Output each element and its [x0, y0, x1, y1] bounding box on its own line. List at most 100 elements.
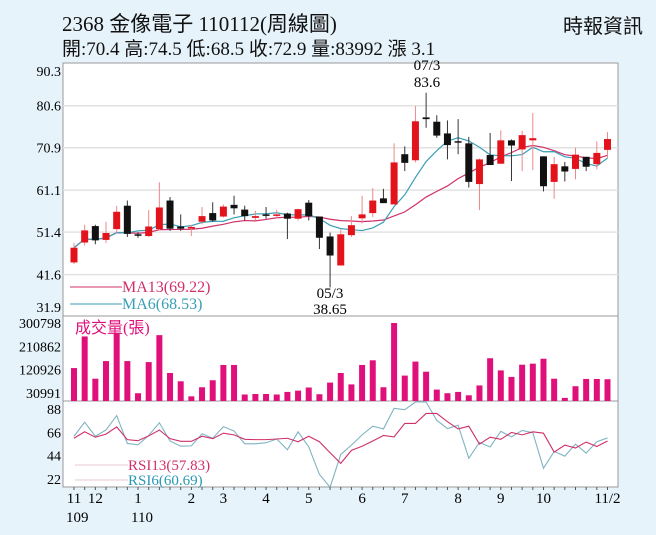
candle-up [187, 226, 195, 229]
rsi-legend-label: RSI6(60.69) [128, 473, 203, 489]
annotation-date: 07/3 [414, 58, 441, 74]
volume-bar [103, 361, 110, 401]
volume-bar [327, 382, 334, 401]
volume-bar [241, 394, 248, 401]
price-tick-label: 61.1 [37, 184, 62, 199]
volume-bar [337, 372, 344, 401]
volume-bar [124, 361, 131, 401]
volume-bar [188, 396, 195, 401]
candle-down [91, 226, 99, 241]
candle-up [518, 135, 526, 150]
chart-title: 2368 金像電子 110112(周線圖) [62, 12, 337, 36]
volume-bar [284, 391, 291, 401]
x-month-label: 11/2 [594, 491, 620, 507]
candle-up [251, 216, 259, 218]
candle-up [358, 214, 366, 219]
volume-tick-label: 120926 [19, 364, 61, 379]
volume-bar [433, 389, 440, 401]
x-month-label: 7 [401, 491, 409, 507]
volume-bar [167, 372, 174, 401]
volume-bar [572, 386, 579, 401]
candle-up [604, 139, 611, 150]
x-month-label: 11 [67, 491, 81, 507]
candle-up [497, 140, 505, 164]
ohlc-summary: 開:70.4 高:74.5 低:68.5 收:72.9 量:83992 漲 3.… [62, 39, 436, 60]
volume-bar [476, 385, 483, 401]
legend-label: MA6(68.53) [122, 296, 202, 313]
candle-up [70, 247, 78, 263]
annotation-date: 05/3 [317, 286, 344, 302]
candle-up [411, 121, 419, 161]
candle-up [155, 207, 163, 230]
candle-up [529, 138, 537, 141]
candle-up [273, 214, 281, 216]
candle-down [262, 214, 270, 216]
volume-bar [540, 358, 547, 401]
rsi-tick-label: 66 [47, 426, 61, 441]
candle-up [593, 152, 601, 165]
candle-up [145, 226, 153, 237]
volume-bar [177, 381, 184, 401]
candle-down [315, 216, 323, 238]
x-month-label: 1 [134, 491, 142, 507]
volume-bar [316, 394, 323, 401]
volume-title: 成交量(張) [75, 319, 150, 337]
x-month-label: 10 [536, 491, 551, 507]
candle-down [582, 156, 590, 167]
volume-bar [583, 378, 590, 401]
volume-bar [497, 370, 504, 401]
volume-tick-label: 30991 [26, 387, 61, 402]
volume-bar [604, 379, 611, 401]
x-month-label: 5 [305, 491, 313, 507]
volume-bar [252, 393, 259, 401]
volume-bar [71, 368, 77, 401]
volume-bar [551, 378, 558, 401]
volume-bar [295, 390, 302, 401]
volume-bar [412, 361, 419, 401]
volume-bar [231, 364, 238, 401]
candle-down [241, 209, 249, 217]
volume-bar [220, 364, 227, 401]
x-month-label: 6 [358, 491, 366, 507]
volume-bar [156, 335, 163, 401]
candle-up [102, 233, 110, 240]
candle-down [305, 202, 313, 217]
volume-bar [92, 378, 99, 401]
volume-bar [81, 336, 88, 401]
volume-bar [455, 391, 462, 401]
x-month-label: 4 [262, 491, 270, 507]
volume-bar [519, 364, 526, 401]
volume-bar [561, 397, 568, 401]
rsi-panel [62, 400, 619, 488]
price-tick-label: 70.9 [37, 142, 62, 157]
candle-down [507, 140, 515, 146]
candle-down [123, 205, 131, 234]
candle-down [561, 166, 569, 172]
ma13-line [73, 144, 608, 249]
volume-bar [113, 333, 120, 401]
rsi-tick-label: 22 [47, 473, 61, 488]
price-tick-label: 80.6 [37, 100, 62, 115]
x-month-label: 2 [188, 491, 196, 507]
candle-down [134, 234, 142, 236]
candle-up [475, 159, 483, 185]
candle-down [209, 213, 217, 221]
candle-up [198, 216, 206, 222]
candle-down [465, 143, 473, 182]
candle-down [326, 236, 334, 256]
candle-down [379, 198, 387, 204]
candle-down [443, 133, 451, 146]
volume-bar [380, 387, 387, 401]
candle-down [230, 204, 238, 209]
price-tick-label: 90.3 [37, 65, 62, 80]
volume-bar [209, 380, 216, 401]
candle-down [422, 117, 430, 120]
volume-bar [391, 323, 398, 401]
candle-up [81, 230, 89, 243]
source-label: 時報資訊 [563, 16, 643, 38]
candle-down [283, 213, 291, 219]
volume-bar [465, 395, 472, 401]
legend-label: MA13(69.22) [122, 279, 210, 296]
